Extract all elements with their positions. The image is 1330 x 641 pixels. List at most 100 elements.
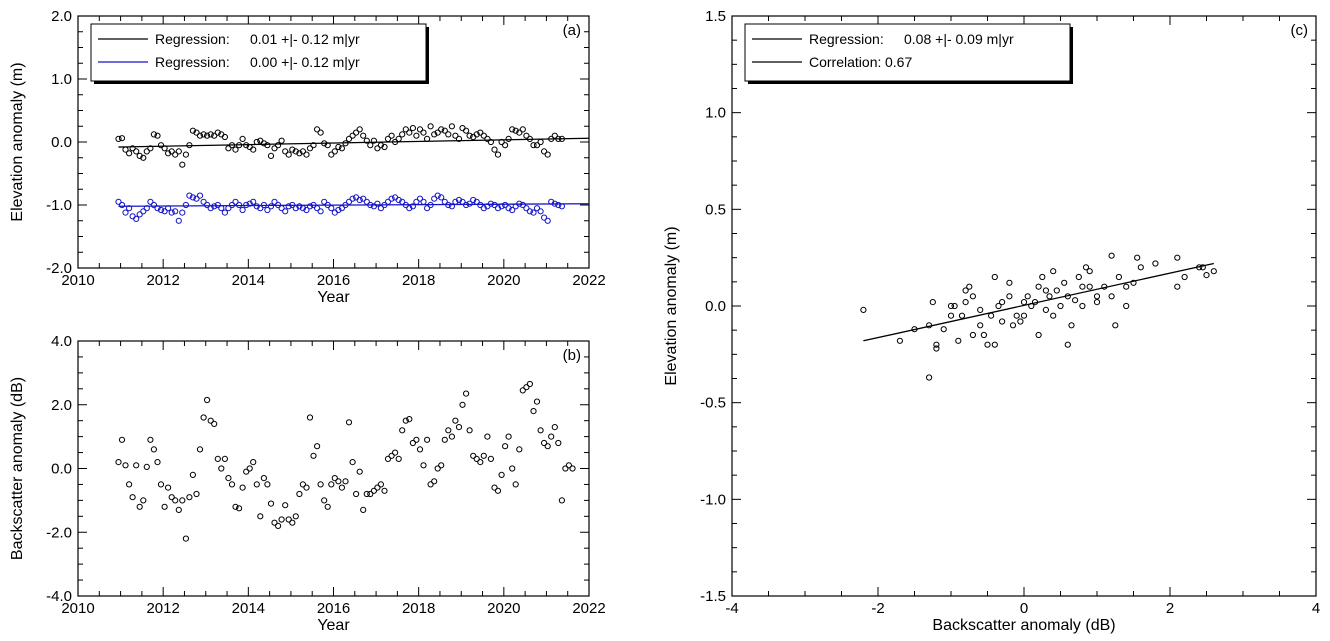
data-point (161, 503, 168, 510)
data-point (200, 198, 207, 205)
data-point (1050, 312, 1057, 319)
data-point (477, 459, 484, 466)
data-point (966, 283, 973, 290)
data-point (218, 465, 225, 472)
data-point (317, 208, 324, 215)
data-point (1024, 293, 1031, 300)
data-point (1123, 302, 1130, 310)
data-point (122, 462, 129, 469)
data-point (1086, 283, 1093, 290)
data-point (140, 497, 147, 504)
y-tick-label: 4.0 (51, 333, 72, 350)
data-point (360, 132, 367, 139)
data-point (1199, 264, 1206, 271)
data-point (243, 468, 250, 475)
data-point (1152, 260, 1159, 267)
data-point (991, 341, 998, 348)
data-point (353, 129, 360, 136)
data-point (1123, 283, 1130, 290)
data-point (225, 145, 232, 152)
data-point (955, 337, 962, 344)
data-point (157, 206, 165, 214)
data-point (133, 215, 140, 222)
data-point (455, 135, 463, 142)
data-point (310, 452, 317, 459)
data-point (544, 151, 551, 158)
data-point (526, 208, 534, 215)
data-point (984, 341, 991, 348)
data-point (221, 133, 228, 141)
data-point (211, 420, 218, 427)
data-point (257, 513, 264, 520)
y-axis-label: Backscatter anomaly (dB) (9, 377, 26, 560)
data-point (172, 151, 179, 158)
data-point (353, 490, 360, 498)
data-point (494, 151, 502, 158)
x-tick-label: 2022 (572, 272, 605, 289)
data-point (470, 196, 477, 204)
y-tick-label: 1.0 (705, 105, 726, 122)
data-point (548, 433, 555, 440)
series-1 (115, 192, 590, 224)
data-point (413, 132, 420, 139)
data-point (289, 519, 296, 526)
x-tick-label: 2016 (317, 600, 350, 617)
y-axis-label: Elevation anomaly (m) (663, 226, 680, 385)
data-point (445, 427, 452, 434)
data-point (204, 201, 211, 209)
data-point (204, 396, 211, 404)
data-point (466, 132, 473, 139)
data-point (477, 201, 484, 209)
x-tick-label: 2012 (146, 272, 179, 289)
data-point (278, 516, 285, 523)
legend-label: Regression: (809, 31, 884, 47)
panel-label: (a) (563, 22, 581, 39)
data-point (228, 481, 236, 488)
series-0 (115, 380, 576, 542)
data-point (947, 312, 955, 319)
data-point (1093, 299, 1101, 306)
data-point (995, 302, 1002, 310)
data-point (1020, 312, 1028, 319)
data-point (179, 161, 186, 168)
data-point (491, 484, 498, 491)
data-point (292, 513, 299, 520)
data-point (345, 135, 353, 142)
data-point (175, 148, 182, 155)
data-point (214, 129, 221, 136)
legend-label: Regression: (155, 54, 230, 70)
data-point (416, 446, 424, 453)
data-point (406, 205, 413, 212)
data-point (388, 132, 395, 139)
data-point (321, 497, 328, 504)
data-point (416, 126, 424, 133)
data-point (533, 142, 541, 149)
data-point (182, 535, 189, 542)
data-point (448, 123, 455, 130)
data-point (1082, 264, 1090, 271)
legend-value: 0.01 +|- 0.12 m|yr (250, 31, 360, 47)
data-point (136, 152, 143, 159)
y-tick-label: 2.0 (51, 397, 72, 414)
data-point (303, 151, 310, 158)
data-point (239, 135, 246, 142)
data-point (157, 142, 165, 149)
data-point (438, 462, 445, 469)
data-point (115, 198, 122, 205)
legend-box (90, 23, 427, 82)
data-point (1006, 279, 1013, 286)
data-point (991, 273, 998, 281)
x-tick-label: 2020 (487, 272, 520, 289)
data-point (502, 443, 509, 450)
data-point (395, 196, 402, 204)
data-point (526, 380, 534, 388)
data-point (200, 414, 207, 421)
data-point (438, 194, 445, 201)
data-point (143, 148, 150, 155)
data-point (1020, 299, 1028, 306)
data-point (239, 484, 246, 491)
data-point (1053, 287, 1060, 294)
legend-value: 0.67 (885, 54, 912, 70)
data-point (473, 455, 480, 462)
data-point (285, 203, 292, 210)
